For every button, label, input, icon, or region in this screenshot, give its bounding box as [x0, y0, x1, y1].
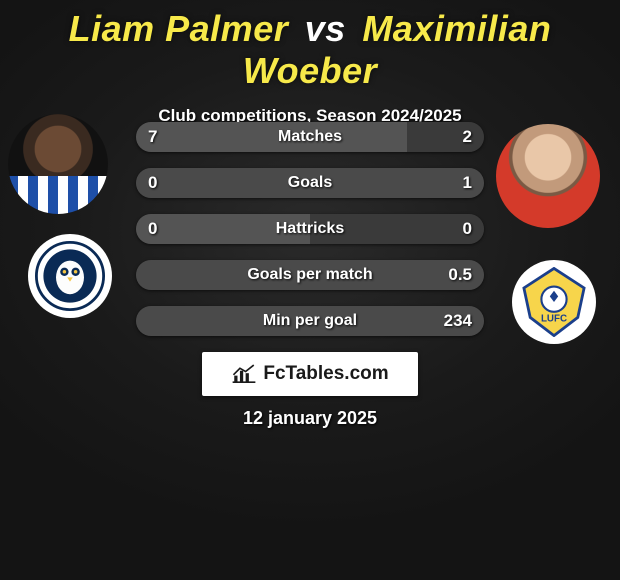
brand-text: FcTables.com [263, 363, 388, 385]
page-title: Liam Palmer vs Maximilian Woeber [0, 8, 620, 92]
player-left-avatar [8, 114, 108, 214]
stat-row: 234Min per goal [136, 306, 484, 336]
club-left-crest [28, 234, 112, 318]
player-right-avatar [496, 124, 600, 228]
stat-label: Matches [136, 122, 484, 152]
brand-badge: FcTables.com [202, 352, 418, 396]
stat-bars: 72Matches 01Goals 00Hattricks 0.5Goals per … [136, 122, 484, 352]
bar-chart-icon [231, 364, 257, 384]
leeds-crest-icon: LUFC [519, 267, 589, 337]
title-player-2: Maximilian Woeber [243, 8, 552, 91]
stat-row: 72Matches [136, 122, 484, 152]
stat-label: Hattricks [136, 214, 484, 244]
owl-crest-icon [35, 241, 105, 311]
stat-row: 01Goals [136, 168, 484, 198]
stat-row: 0.5Goals per match [136, 260, 484, 290]
svg-text:LUFC: LUFC [541, 314, 567, 325]
stat-label: Min per goal [136, 306, 484, 336]
title-vs: vs [305, 8, 346, 49]
stat-row: 00Hattricks [136, 214, 484, 244]
club-right-crest: LUFC [512, 260, 596, 344]
stat-label: Goals per match [136, 260, 484, 290]
content: Liam Palmer vs Maximilian Woeber Club co… [0, 0, 620, 126]
stat-label: Goals [136, 168, 484, 198]
title-player-1: Liam Palmer [69, 8, 289, 49]
date-text: 12 january 2025 [0, 408, 620, 429]
